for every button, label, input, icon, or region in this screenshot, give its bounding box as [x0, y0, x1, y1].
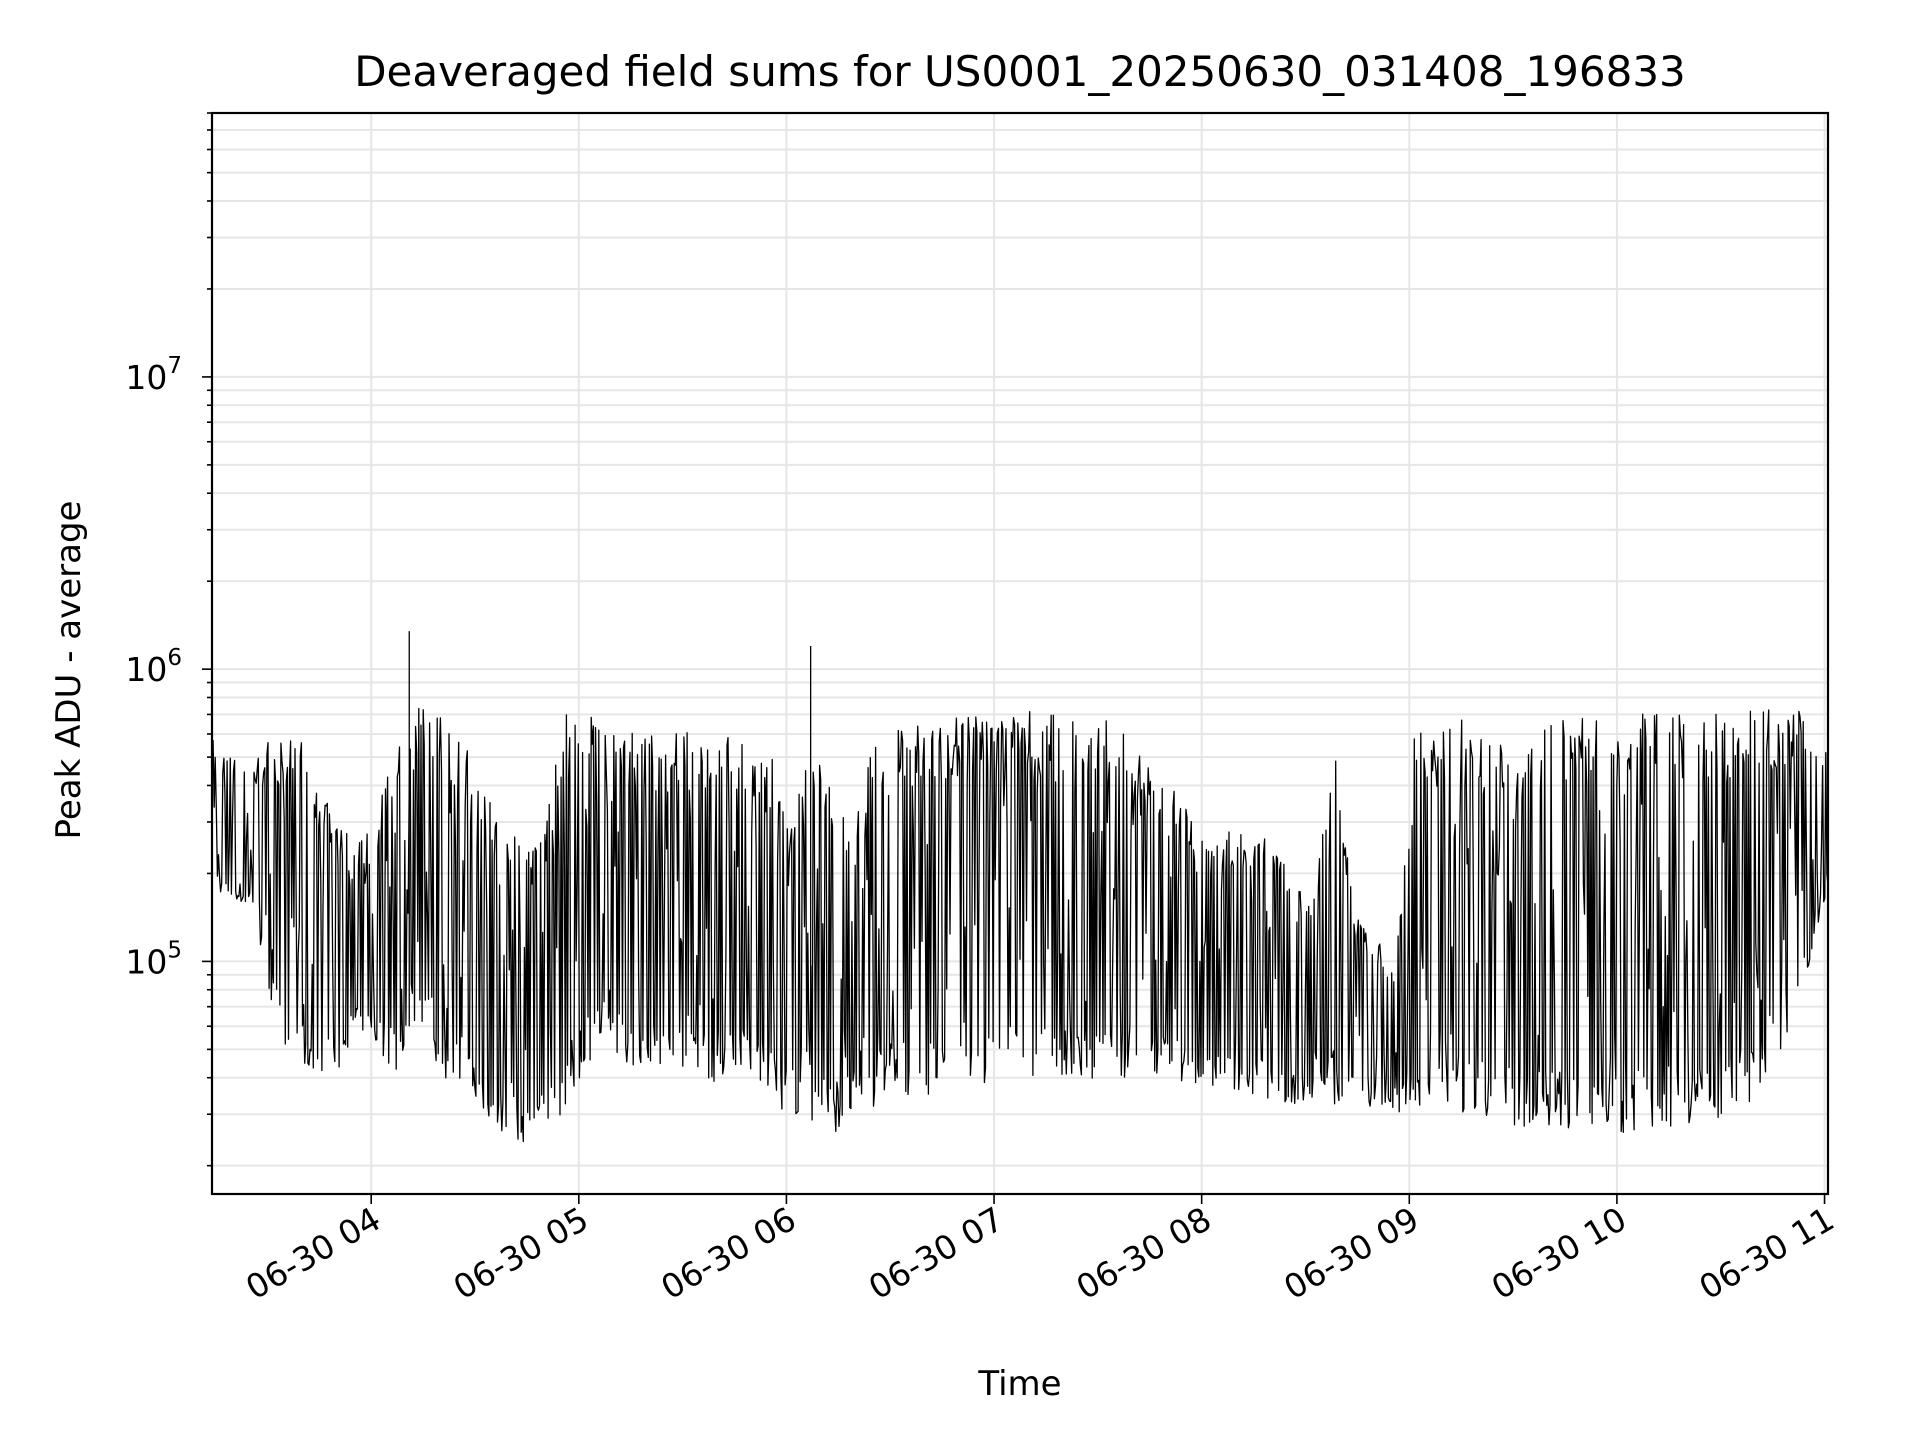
y-tick-label: 107	[125, 353, 182, 397]
y-tick-label: 106	[125, 645, 182, 689]
y-axis-label: Peak ADU - average	[49, 501, 89, 840]
y-tick-base: 10	[125, 650, 167, 689]
chart-title: Deaveraged field sums for US0001_2025063…	[354, 47, 1686, 96]
plot-frame	[210, 111, 1830, 1196]
y-tick-exponent: 7	[167, 353, 182, 379]
x-axis-label: Time	[977, 1364, 1061, 1404]
y-tick-base: 10	[125, 942, 167, 981]
y-tick-exponent: 6	[167, 645, 182, 671]
data-series	[211, 631, 1829, 1143]
y-tick-label: 105	[125, 937, 182, 981]
y-tick-base: 10	[125, 358, 167, 397]
data-line	[211, 707, 1829, 1143]
y-tick-exponent: 5	[167, 937, 182, 963]
